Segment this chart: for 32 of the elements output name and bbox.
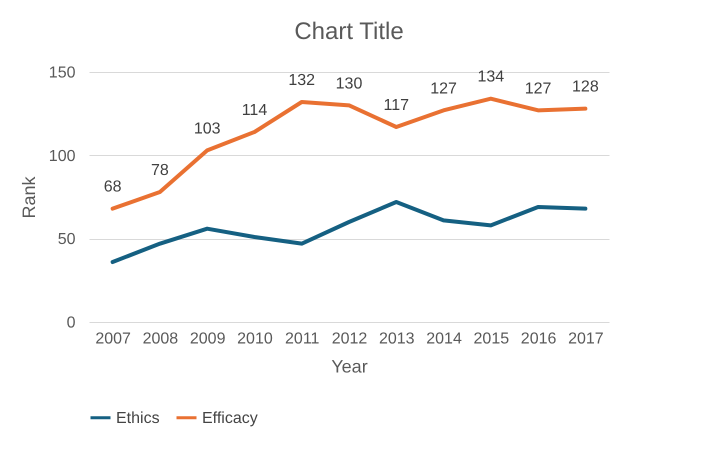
data-label: 117 (384, 97, 410, 114)
x-tick-label: 2016 (520, 330, 556, 348)
data-label: 134 (477, 68, 504, 86)
data-label: 128 (572, 78, 599, 96)
x-tick-label: 2009 (190, 330, 226, 348)
chart-title: Chart Title (294, 18, 404, 45)
x-tick-label: 2011 (285, 330, 320, 348)
data-label: 103 (194, 120, 221, 138)
y-tick-label: 50 (58, 231, 76, 248)
x-tick-label: 2007 (95, 330, 132, 348)
x-tick-label: 2010 (237, 330, 273, 348)
data-label: 127 (430, 80, 457, 98)
line-series (110, 200, 588, 264)
y-tick-label: 0 (66, 314, 76, 332)
x-tick-label: 2017 (568, 330, 604, 348)
y-tick-label: 100 (48, 148, 76, 165)
x-tick-label: 2012 (332, 330, 368, 348)
y-axis-title: Rank (18, 175, 39, 219)
data-label: 68 (104, 178, 122, 196)
legend-label: Ethics (116, 410, 160, 427)
data-label: 114 (242, 102, 268, 119)
x-tick-label: 2008 (142, 330, 178, 348)
data-label: 130 (336, 75, 362, 92)
x-axis-title: Year (331, 356, 368, 376)
data-label: 127 (524, 80, 552, 98)
y-tick-label: 150 (48, 64, 76, 82)
x-tick-label: 2015 (474, 330, 510, 348)
x-tick-label: 2013 (378, 330, 415, 348)
legend-label: Efficacy (202, 410, 258, 427)
data-label: 132 (288, 72, 316, 89)
data-label: 78 (151, 162, 169, 179)
x-tick-label: 2014 (426, 330, 462, 348)
